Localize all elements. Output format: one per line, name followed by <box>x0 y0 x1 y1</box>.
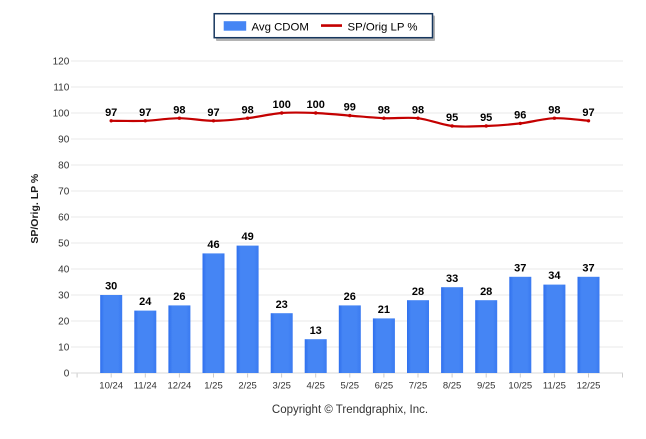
svg-text:7/25: 7/25 <box>409 381 428 392</box>
svg-text:60: 60 <box>58 212 70 223</box>
svg-text:20: 20 <box>58 316 70 327</box>
svg-text:97: 97 <box>582 107 594 119</box>
svg-text:97: 97 <box>139 107 151 119</box>
svg-text:50: 50 <box>58 238 70 249</box>
svg-text:46: 46 <box>207 239 219 251</box>
svg-text:28: 28 <box>480 286 492 298</box>
svg-text:96: 96 <box>514 110 526 122</box>
svg-text:1/25: 1/25 <box>204 381 223 392</box>
svg-text:2/25: 2/25 <box>238 381 257 392</box>
svg-text:40: 40 <box>58 264 70 275</box>
svg-text:70: 70 <box>58 186 70 197</box>
svg-text:99: 99 <box>344 102 356 114</box>
svg-text:120: 120 <box>53 56 70 67</box>
svg-text:6/25: 6/25 <box>375 381 394 392</box>
svg-text:Avg CDOM: Avg CDOM <box>252 22 309 34</box>
svg-text:98: 98 <box>548 104 560 116</box>
svg-text:4/25: 4/25 <box>306 381 325 392</box>
svg-text:98: 98 <box>378 104 390 116</box>
svg-text:37: 37 <box>514 262 526 274</box>
svg-text:30: 30 <box>58 290 70 301</box>
svg-text:10/25: 10/25 <box>508 381 532 392</box>
svg-text:10: 10 <box>58 342 70 353</box>
svg-text:97: 97 <box>105 107 117 119</box>
svg-text:100: 100 <box>273 99 291 111</box>
svg-text:SP/Orig. LP %: SP/Orig. LP % <box>29 173 41 243</box>
svg-text:9/25: 9/25 <box>477 381 496 392</box>
svg-text:3/25: 3/25 <box>272 381 291 392</box>
svg-text:8/25: 8/25 <box>443 381 462 392</box>
svg-text:SP/Orig LP %: SP/Orig LP % <box>348 22 418 34</box>
svg-text:34: 34 <box>548 270 561 282</box>
svg-text:98: 98 <box>241 104 253 116</box>
svg-text:13: 13 <box>310 325 322 337</box>
svg-text:98: 98 <box>412 104 424 116</box>
svg-text:11/24: 11/24 <box>134 381 157 392</box>
svg-text:26: 26 <box>344 291 356 303</box>
svg-text:23: 23 <box>276 299 288 311</box>
svg-text:95: 95 <box>480 112 492 124</box>
svg-text:110: 110 <box>53 82 69 93</box>
svg-text:98: 98 <box>173 104 185 116</box>
svg-text:21: 21 <box>378 304 390 316</box>
svg-text:95: 95 <box>446 112 458 124</box>
svg-text:0: 0 <box>64 368 70 379</box>
svg-text:11/25: 11/25 <box>543 381 566 392</box>
svg-text:28: 28 <box>412 286 424 298</box>
svg-text:37: 37 <box>582 262 594 274</box>
svg-text:10/24: 10/24 <box>99 381 123 392</box>
svg-text:100: 100 <box>307 99 325 111</box>
svg-text:12/24: 12/24 <box>168 381 192 392</box>
svg-text:90: 90 <box>58 134 70 145</box>
svg-text:24: 24 <box>139 296 152 308</box>
svg-text:30: 30 <box>105 281 117 293</box>
svg-text:49: 49 <box>241 231 253 243</box>
svg-text:26: 26 <box>173 291 185 303</box>
svg-text:97: 97 <box>207 107 219 119</box>
svg-text:33: 33 <box>446 273 458 285</box>
svg-text:Copyright © Trendgraphix, Inc.: Copyright © Trendgraphix, Inc. <box>272 404 428 416</box>
svg-text:80: 80 <box>58 160 70 171</box>
svg-text:100: 100 <box>53 108 70 119</box>
svg-text:12/25: 12/25 <box>577 381 601 392</box>
svg-text:5/25: 5/25 <box>341 381 360 392</box>
